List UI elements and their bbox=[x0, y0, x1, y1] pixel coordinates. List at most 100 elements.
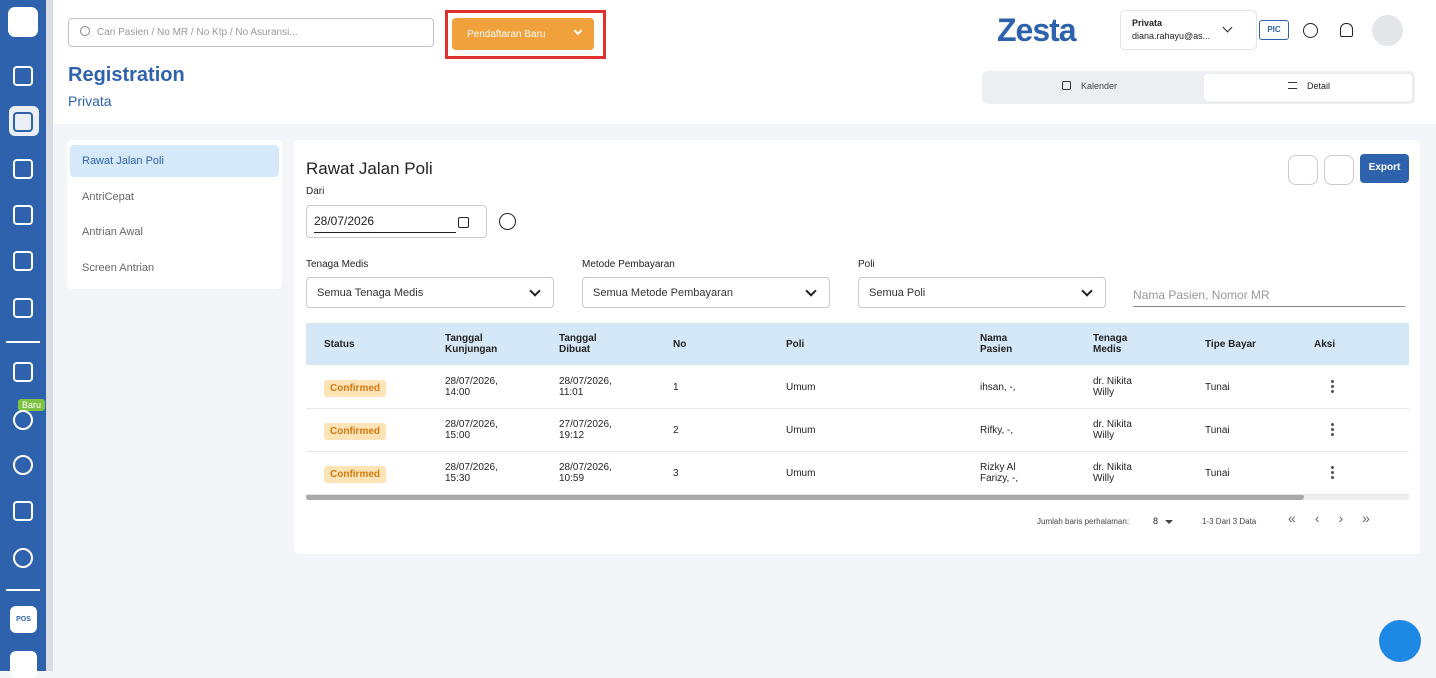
nav-icon[interactable] bbox=[13, 410, 33, 430]
nav-icon[interactable] bbox=[13, 112, 33, 132]
menu-item[interactable]: Screen Antrian bbox=[82, 261, 155, 274]
nav-icon[interactable] bbox=[13, 159, 33, 179]
table-cell: dr. Nikita Willy bbox=[1093, 376, 1132, 398]
column-header: Status bbox=[324, 338, 355, 350]
pos-app[interactable]: POS bbox=[10, 606, 37, 633]
divider bbox=[6, 589, 40, 591]
toggle-detail[interactable]: Detail bbox=[1307, 81, 1331, 91]
pic-button[interactable]: PIC bbox=[1259, 20, 1289, 40]
calendar-icon[interactable] bbox=[458, 217, 469, 228]
filter-label: Poli bbox=[858, 259, 875, 270]
table-cell: Rifky, -, bbox=[980, 424, 1014, 436]
table-cell: 2 bbox=[673, 424, 679, 436]
table-cell: dr. Nikita Willy bbox=[1093, 462, 1132, 484]
new-badge: Baru bbox=[18, 399, 46, 411]
column-header: Tanggal Dibuat bbox=[559, 333, 597, 355]
avatar[interactable] bbox=[1372, 15, 1403, 46]
account-selector[interactable] bbox=[1120, 10, 1257, 50]
chat-button[interactable] bbox=[1379, 620, 1421, 662]
table-cell: dr. Nikita Willy bbox=[1093, 419, 1132, 441]
column-header: Tenaga Medis bbox=[1093, 333, 1128, 355]
patient-search[interactable]: Nama Pasien, Nomor MR bbox=[1133, 288, 1405, 307]
status-badge: Confirmed bbox=[324, 423, 386, 440]
rows-label: Jumlah baris perhalaman: bbox=[1037, 517, 1130, 526]
table-cell: Rizky Al Farizy, -, bbox=[980, 462, 1019, 484]
row-border bbox=[306, 451, 1409, 452]
table-cell: Umum bbox=[786, 381, 816, 393]
filter-select[interactable]: Semua Tenaga Medis bbox=[306, 277, 554, 308]
column-header: Tipe Bayar bbox=[1205, 338, 1256, 350]
table-cell: 28/07/2026, 15:30 bbox=[445, 462, 498, 484]
column-header: No bbox=[673, 338, 687, 350]
row-action-menu[interactable] bbox=[1331, 379, 1334, 393]
table-cell: 28/07/2026, 15:00 bbox=[445, 419, 498, 441]
divider bbox=[6, 341, 40, 343]
calendar-icon bbox=[1062, 81, 1071, 90]
column-header: Tanggal Kunjungan bbox=[445, 333, 498, 355]
monitor-button[interactable] bbox=[1288, 155, 1318, 185]
app-logo[interactable] bbox=[8, 7, 38, 37]
sidebar: Baru POS bbox=[0, 0, 46, 678]
nav-icon[interactable] bbox=[13, 298, 33, 318]
row-action-menu[interactable] bbox=[1331, 465, 1334, 479]
table-cell: Umum bbox=[786, 467, 816, 479]
rows-caret bbox=[1165, 520, 1173, 524]
table-cell: 28/07/2026, 11:01 bbox=[559, 376, 612, 398]
chevron bbox=[1081, 285, 1093, 297]
chevron bbox=[805, 285, 817, 297]
nav-icon[interactable] bbox=[13, 66, 33, 86]
nav-icon[interactable] bbox=[13, 362, 33, 382]
row-border bbox=[306, 494, 1409, 495]
export-button[interactable]: Export bbox=[1360, 154, 1409, 183]
print-button[interactable] bbox=[1324, 155, 1354, 185]
rows-per-page[interactable]: 8 bbox=[1153, 516, 1159, 526]
new-registration-button[interactable]: Pendaftaran Baru bbox=[452, 18, 594, 50]
nav-icon[interactable] bbox=[13, 455, 33, 475]
account-name: Privata bbox=[1132, 18, 1163, 28]
table-header bbox=[306, 323, 1409, 365]
row-action-menu[interactable] bbox=[1331, 422, 1334, 436]
highlight-box bbox=[445, 10, 606, 59]
page-range: 1-3 Dari 3 Data bbox=[1202, 517, 1257, 526]
toggle-calendar[interactable]: Kalender bbox=[1081, 81, 1118, 91]
app-shortcut[interactable] bbox=[10, 651, 37, 678]
active-toggle bbox=[1204, 74, 1412, 101]
nav-icon[interactable] bbox=[13, 251, 33, 271]
filter-label: Tenaga Medis bbox=[306, 259, 369, 270]
table-cell: 28/07/2026, 14:00 bbox=[445, 376, 498, 398]
filter-select[interactable]: Semua Poli bbox=[858, 277, 1106, 308]
chevron bbox=[529, 285, 541, 297]
row-border bbox=[306, 408, 1409, 409]
page-nav[interactable]: «‹›» bbox=[1288, 510, 1389, 526]
list-icon bbox=[1288, 82, 1297, 89]
table-cell: 27/07/2026, 19:12 bbox=[559, 419, 612, 441]
nav-icon[interactable] bbox=[13, 501, 33, 521]
scrollbar bbox=[46, 0, 53, 671]
status-badge: Confirmed bbox=[324, 380, 386, 397]
h-scroll-thumb[interactable] bbox=[306, 494, 1304, 500]
menu-item[interactable]: AntriCepat bbox=[82, 190, 134, 203]
table-cell: 28/07/2026, 10:59 bbox=[559, 462, 612, 484]
nav-icon[interactable] bbox=[13, 205, 33, 225]
table-cell: Tunai bbox=[1205, 424, 1230, 436]
search-input[interactable]: Cari Pasien / No MR / No Ktp / No Asuran… bbox=[68, 18, 434, 47]
table-cell: 3 bbox=[673, 467, 679, 479]
table-cell: 1 bbox=[673, 381, 679, 393]
notification-icon[interactable] bbox=[1340, 23, 1353, 37]
date-value: 28/07/2026 bbox=[314, 214, 456, 233]
filter-select[interactable]: Semua Metode Pembayaran bbox=[582, 277, 830, 308]
menu-item[interactable]: Rawat Jalan Poli bbox=[82, 155, 164, 167]
status-badge: Confirmed bbox=[324, 466, 386, 483]
page-title: Registration bbox=[68, 64, 185, 86]
table-cell: Tunai bbox=[1205, 381, 1230, 393]
search-icon bbox=[80, 26, 90, 36]
help-icon[interactable] bbox=[1303, 23, 1318, 38]
account-email: diana.rahayu@as... bbox=[1132, 31, 1211, 41]
column-header: Aksi bbox=[1314, 338, 1336, 350]
nav-icon[interactable] bbox=[13, 548, 33, 568]
menu-item[interactable]: Antrian Awal bbox=[82, 226, 143, 238]
add-date-button[interactable] bbox=[499, 213, 516, 230]
filter-label: Metode Pembayaran bbox=[582, 259, 675, 270]
table-cell: ihsan, -, bbox=[980, 381, 1016, 393]
page-subtitle: Privata bbox=[68, 93, 112, 109]
